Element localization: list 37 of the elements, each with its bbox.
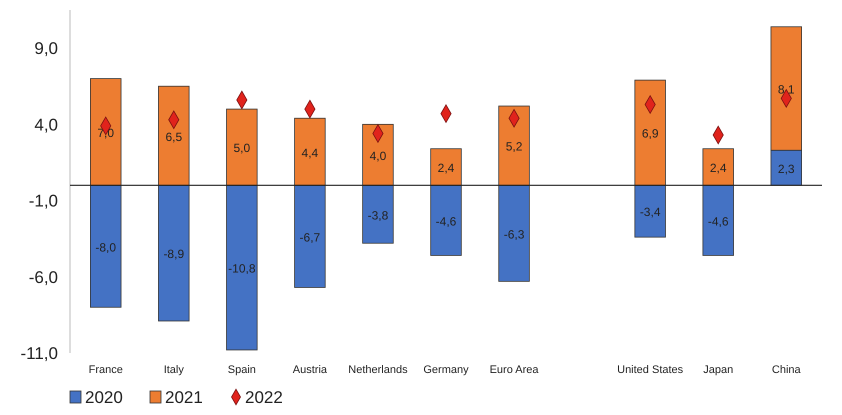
x-tick-label: Euro Area [490,364,540,376]
data-label: 7,0 [97,126,114,140]
data-label: -8,9 [163,247,184,262]
x-tick-label: United States [617,364,684,376]
data-label: 4,0 [370,148,387,163]
data-label: -3,8 [368,208,389,222]
y-tick-label: -11,0 [20,344,58,363]
x-tick-label: Japan [703,364,734,376]
y-tick-label: -1,0 [28,192,58,211]
y-tick-label: 4,0 [34,115,58,134]
x-tick-label: Spain [228,364,256,376]
x-tick-label: Germany [423,364,470,376]
y-tick-label: 9,0 [34,39,58,58]
data-label: -6,7 [300,230,321,244]
data-label: 5,0 [233,141,250,156]
x-tick-label: Italy [164,364,184,376]
data-label: -4,6 [708,214,729,228]
data-label: 5,2 [506,140,523,154]
data-label: -10,8 [228,262,256,276]
legend-label: 2020 [85,388,123,407]
data-label: 4,4 [302,146,319,160]
y-tick-label: -6,0 [28,268,58,287]
data-label: 2,3 [778,162,795,176]
data-label: 6,9 [642,126,659,141]
x-tick-label: Netherlands [348,364,408,376]
data-label: -3,4 [640,205,661,220]
data-label: -4,6 [436,214,457,228]
x-tick-label: France [88,364,123,376]
data-label: -6,3 [504,227,525,242]
data-label: 6,5 [165,130,182,144]
legend-label: 2022 [245,388,283,407]
x-tick-label: China [772,364,802,376]
data-label: -8,0 [95,240,116,254]
data-label: 2,4 [710,161,727,176]
data-label: 2,4 [438,161,455,176]
x-tick-label: Austria [292,364,328,376]
legend-label: 2021 [165,388,203,407]
